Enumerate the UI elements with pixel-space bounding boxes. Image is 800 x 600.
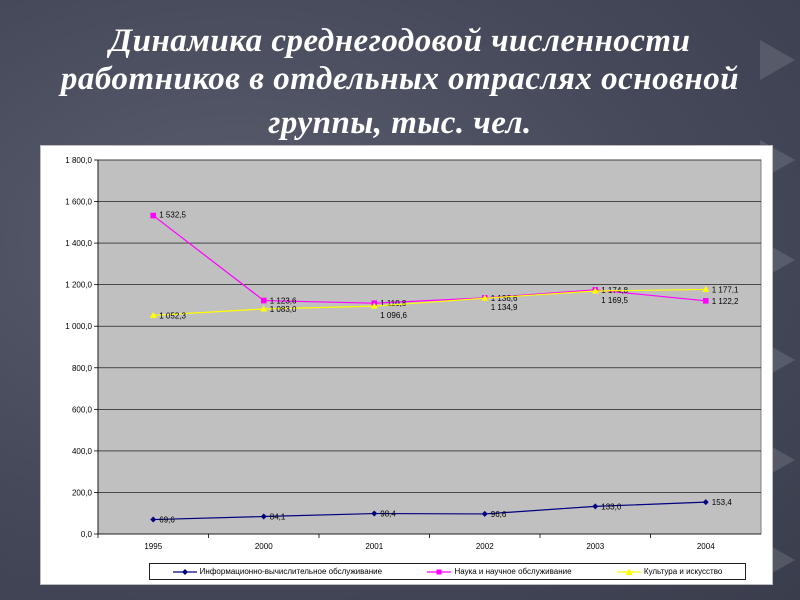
data-label: 1 532,5 — [159, 211, 186, 220]
title-line-1: Динамика среднегодовой численности — [109, 23, 691, 59]
series-line — [153, 288, 706, 316]
y-tick-label: 400,0 — [72, 447, 93, 456]
series-line — [153, 501, 706, 521]
legend-swatch — [427, 569, 452, 574]
data-label: 1 052,3 — [159, 311, 186, 320]
x-tick-label: 2003 — [586, 542, 604, 551]
data-point — [481, 294, 489, 301]
y-tick-label: 1 200,0 — [65, 281, 92, 290]
x-tick-label: 2001 — [365, 542, 383, 551]
y-tick-label: 1 800,0 — [65, 156, 92, 165]
chart-area: 0,0 200,0 400,0 600,0 800,0 1 000,0 1 200,0 1 4… — [40, 145, 773, 585]
title-line-3: группы, тыс. чел. — [268, 105, 532, 141]
data-point — [150, 516, 157, 523]
title-line-2: работников в отдельных отраслях основной — [60, 61, 740, 97]
data-point — [150, 212, 157, 219]
data-point — [591, 287, 599, 294]
legend-label: Информационно-вычислительное обслуживани… — [199, 567, 383, 576]
y-tick-label: 0,0 — [81, 530, 93, 539]
legend-swatch — [172, 568, 197, 575]
data-label: 1 083,0 — [270, 305, 297, 314]
data-point — [481, 510, 488, 517]
y-tick-label: 1 000,0 — [65, 322, 92, 331]
line-chart: 0,0 200,0 400,0 600,0 800,0 1 000,0 1 200,0 1 4… — [65, 156, 762, 551]
data-label: 1 136,6 — [491, 294, 518, 303]
data-label: 1 110,8 — [380, 299, 407, 308]
slide-title: Динамика среднегодовой численности работ… — [0, 22, 800, 142]
data-label: 96,6 — [491, 510, 507, 519]
chart-legend: Информационно-вычислительное обслуживани… — [149, 563, 746, 580]
data-point — [592, 503, 599, 510]
legend-label: Культура и искусство — [643, 567, 723, 576]
data-label: 1 169,5 — [601, 296, 628, 305]
data-point — [370, 302, 378, 309]
y-tick-label: 600,0 — [72, 405, 93, 414]
data-point — [702, 298, 709, 304]
legend-swatch — [616, 568, 641, 575]
data-label: 1 177,1 — [712, 285, 739, 294]
data-label: 1 096,6 — [380, 311, 407, 320]
y-tick-label: 200,0 — [72, 488, 93, 497]
data-point — [260, 297, 267, 304]
data-point — [149, 311, 157, 318]
data-point — [371, 510, 378, 517]
data-label: 84,1 — [270, 513, 286, 522]
y-tick-label: 800,0 — [72, 364, 93, 373]
data-label: 1 123,6 — [270, 297, 297, 306]
plot-area — [97, 159, 762, 535]
data-label: 153,4 — [712, 498, 733, 507]
data-label: 69,6 — [159, 516, 175, 525]
legend-label: Наука и научное обслуживание — [454, 567, 572, 576]
x-tick-label: 2000 — [255, 542, 273, 551]
data-point — [702, 285, 710, 292]
x-tick-label: 2004 — [697, 542, 715, 551]
data-point — [702, 499, 709, 506]
y-tick-label: 1 400,0 — [65, 239, 92, 248]
data-label: 133,0 — [601, 502, 622, 511]
x-tick-label: 1995 — [144, 542, 162, 551]
data-label: 98,4 — [380, 510, 396, 519]
data-point — [260, 513, 267, 520]
data-label: 1 134,9 — [491, 303, 518, 312]
data-point — [260, 305, 268, 312]
series-line — [152, 215, 706, 304]
x-tick-label: 2002 — [476, 542, 494, 551]
data-label: 1 122,2 — [712, 297, 739, 306]
legend-item: Наука и научное обслуживание — [427, 567, 572, 577]
legend-item: Культура и искусство — [616, 567, 723, 577]
legend-item: Информационно-вычислительное обслуживани… — [172, 567, 383, 577]
y-tick-label: 1 600,0 — [65, 198, 92, 207]
